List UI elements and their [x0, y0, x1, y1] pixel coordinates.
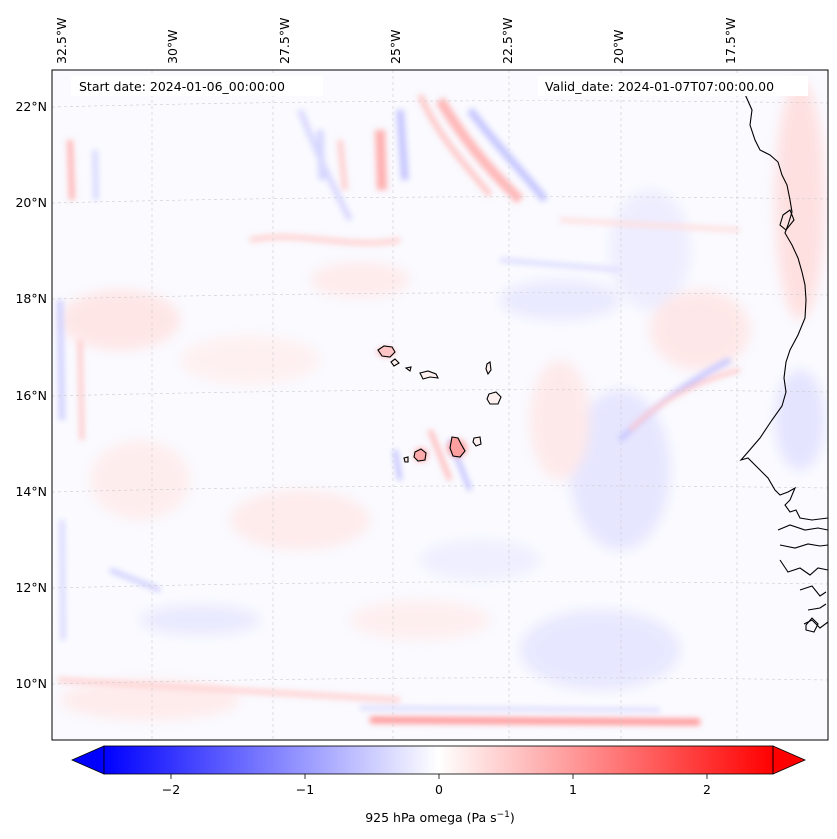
colorbar: −2 −1 0 1 2 925 hPa omega (Pa s−1): [71, 745, 806, 825]
lat-label: 12°N: [15, 580, 47, 595]
valid-date-box: [538, 76, 808, 96]
colorbar-tick-label: −2: [162, 782, 180, 797]
colorbar-tick-label: −1: [296, 782, 314, 797]
lon-label: 30°W: [165, 29, 180, 64]
map-gridlines: [52, 70, 828, 740]
lon-label: 17.5°W: [723, 18, 738, 64]
lat-label: 14°N: [15, 484, 47, 499]
colorbar-tick-label: 2: [703, 782, 711, 797]
start-date-label: Start date: 2024-01-06_00:00:00: [79, 79, 285, 94]
lon-label: 22.5°W: [500, 18, 515, 64]
colorbar-tick-label: 0: [435, 782, 443, 797]
lat-label: 22°N: [15, 99, 47, 114]
lat-label: 18°N: [15, 291, 47, 306]
map-plot-area: Start date: 2024-01-06_00:00:00 Valid_da…: [51, 69, 829, 741]
colorbar-extend-low: [71, 745, 105, 775]
latitude-labels: 22°N 20°N 18°N 16°N 14°N 12°N 10°N: [15, 99, 47, 691]
lon-label: 20°W: [611, 29, 626, 64]
coastline: [739, 91, 828, 633]
lon-label: 25°W: [388, 29, 403, 64]
longitude-labels: 32.5°W 30°W 27.5°W 25°W 22.5°W 20°W 17.5…: [54, 18, 738, 64]
valid-date-label: Valid_date: 2024-01-07T07:00:00.00: [545, 79, 774, 94]
lon-label: 27.5°W: [277, 18, 292, 64]
colorbar-tick-label: 1: [569, 782, 577, 797]
colorbar-label: 925 hPa omega (Pa s−1): [365, 810, 515, 825]
colorbar-gradient: [104, 746, 773, 774]
lat-label: 16°N: [15, 388, 47, 403]
colorbar-extend-high: [772, 745, 806, 775]
lon-label: 32.5°W: [54, 18, 69, 64]
start-date-box: [71, 76, 323, 96]
map-frame: [51, 69, 829, 741]
lat-label: 10°N: [15, 676, 47, 691]
islands: [377, 345, 502, 463]
lat-label: 20°N: [15, 195, 47, 210]
